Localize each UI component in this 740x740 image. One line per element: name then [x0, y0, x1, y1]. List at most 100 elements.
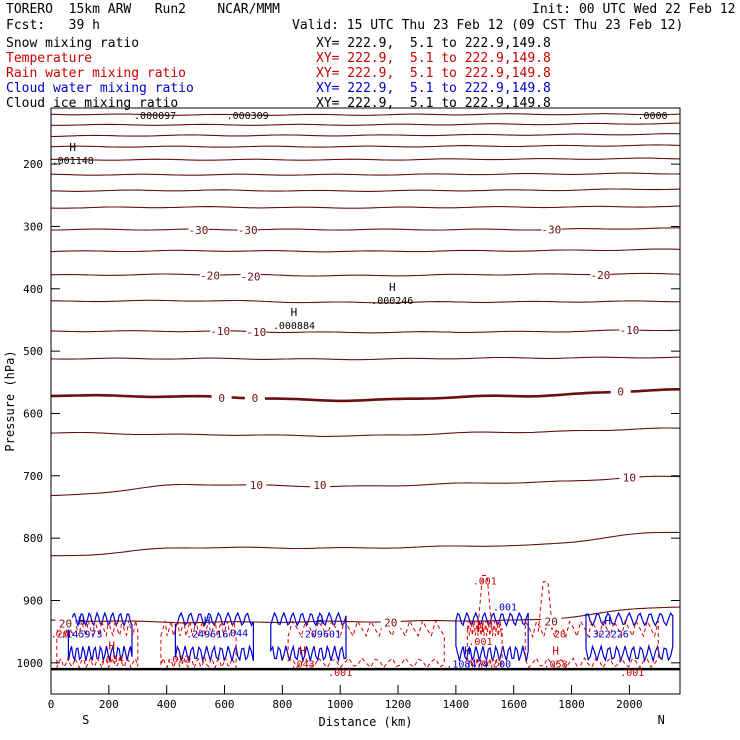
forecast-hour: Fcst: 39 h [6, 18, 100, 33]
isotherm-label-bg [55, 617, 76, 630]
y-tick-label: 400 [23, 283, 43, 296]
isotherm-line [50, 272, 681, 277]
rain-maximum-value: .058 [544, 659, 568, 670]
isotherm-line [50, 227, 680, 231]
isotherm-line [50, 133, 681, 138]
isotherm-line [51, 122, 681, 126]
isotherm-label: 10 [313, 479, 326, 492]
y-tick-label: 900 [23, 594, 43, 607]
field-range-cloud-water: XY= 222.9, 5.1 to 222.9,149.8 [316, 81, 551, 96]
isotherm-label: -20 [591, 269, 611, 282]
rain-contour [56, 620, 139, 670]
init-time: Init: 00 UTC Wed 22 Feb 12 [532, 2, 736, 17]
x-end-label-north: N [658, 713, 665, 727]
isotherm-line [50, 157, 681, 161]
valid-time: Valid: 15 UTC Thu 23 Feb 12 (09 CST Thu … [292, 18, 684, 33]
isotherm-label-bg [619, 471, 640, 484]
cloud-water-maximum-value: .001 [493, 603, 517, 614]
isotherm-label-bg [211, 391, 232, 404]
snow-maximum-value: .000884 [273, 321, 315, 332]
isotherm-line [50, 188, 681, 192]
cloud-water-contour [270, 611, 347, 663]
rain-maximum-value: .20 [51, 630, 69, 641]
isotherm-line [50, 144, 681, 148]
x-tick-label: 0 [48, 698, 55, 711]
cloud-water-maximum-value: .044 [224, 628, 248, 639]
isotherm-label-bg [541, 615, 562, 628]
isotherm-label: -30 [541, 224, 561, 237]
x-axis-title: Distance (km) [319, 715, 413, 729]
cloud-water-contour [174, 611, 254, 663]
isotherm-label: 10 [623, 472, 636, 485]
rain-maximum-value: .001 [468, 637, 492, 648]
rain-maximum-value: .043 [291, 659, 315, 670]
isotherm-line [50, 205, 681, 209]
field-range-rain: XY= 222.9, 5.1 to 222.9,149.8 [316, 66, 551, 81]
snow-maximum-value: .000097 [134, 111, 176, 122]
snow-maximum-h-label: H [69, 141, 76, 154]
x-tick-label: 1600 [500, 698, 527, 711]
isotherm-label: 0 [252, 392, 259, 405]
rain-maximum-h-label: H [108, 639, 115, 652]
cloud-water-contour [585, 611, 674, 664]
cloud-water-contour [67, 611, 133, 663]
isotherm-label: -20 [241, 270, 261, 283]
isotherm-line [50, 248, 681, 253]
isotherm-line [50, 475, 681, 497]
isotherm-line [50, 606, 681, 624]
y-tick-label: 1000 [17, 657, 44, 670]
isotherm-label-bg [246, 325, 267, 338]
x-tick-label: 400 [157, 698, 177, 711]
snow-maximum-value: .000246 [371, 296, 413, 307]
x-tick-label: 1000 [327, 698, 354, 711]
x-tick-label: 800 [272, 698, 292, 711]
isotherm-label: 20 [384, 616, 397, 629]
isotherm-label: -10 [210, 325, 230, 338]
snow-maximum-value: .000309 [227, 111, 269, 122]
field-range-snow: XY= 222.9, 5.1 to 222.9,149.8 [316, 36, 551, 51]
snow-maximum-value: .001148 [52, 156, 94, 167]
isotherm-line [51, 388, 680, 403]
isotherm-label-bg [541, 223, 562, 236]
rain-maximum-value: 20 [554, 630, 566, 641]
cloud-water-maximum-h-label: H [204, 615, 211, 628]
rain-maximum-value: .001 [620, 668, 644, 679]
isotherm-line [50, 356, 681, 361]
cloud-water-maximum-h-label: H [464, 644, 471, 657]
cloud-layer [51, 575, 680, 671]
rain-maximum-h-label: H [477, 622, 484, 635]
isotherm-label-bg [188, 224, 209, 237]
field-range-cloud-ice: XY= 222.9, 5.1 to 222.9,149.8 [316, 96, 551, 111]
isotherm-label: -10 [619, 324, 639, 337]
rain-maximum-h-label: H [299, 644, 306, 657]
y-axis-title: Pressure (hPa) [3, 350, 17, 451]
cloud-water-maximum-value: .209601 [299, 630, 341, 641]
isotherm-label: 10 [250, 479, 263, 492]
x-tick-label: 600 [215, 698, 235, 711]
isotherm-label-bg [200, 269, 221, 282]
snow-maximum-h-label: H [291, 306, 298, 319]
isotherm-line [50, 113, 681, 116]
x-end-label-south: S [82, 713, 89, 727]
field-name-cloud-water: Cloud water mixing ratio [6, 81, 194, 96]
isotherm-label: 0 [617, 386, 624, 399]
isotherm-label: -10 [246, 326, 266, 339]
isotherm-line [51, 299, 681, 304]
cloud-water-maximum-value: .00 [493, 659, 511, 670]
isotherm-label: -30 [189, 224, 209, 237]
field-name-cloud-ice: Cloud ice mixing ratio [6, 96, 179, 111]
isotherm-label: -20 [200, 270, 220, 283]
cloud-water-maximum-h-label: H [78, 615, 85, 628]
isotherm-label-bg [610, 385, 631, 398]
isotherm-label-bg [309, 479, 330, 492]
isotherm-label-bg [619, 323, 640, 336]
x-tick-label: 1800 [558, 698, 585, 711]
y-tick-label: 600 [23, 407, 43, 420]
cloud-water-maximum-value: .108474 [446, 659, 488, 670]
isotherm-line [51, 531, 680, 557]
cloud-water-maximum-value: .322226 [587, 630, 629, 641]
y-tick-label: 500 [23, 345, 43, 358]
cloud-water-maximum-value: .145973 [60, 630, 102, 641]
